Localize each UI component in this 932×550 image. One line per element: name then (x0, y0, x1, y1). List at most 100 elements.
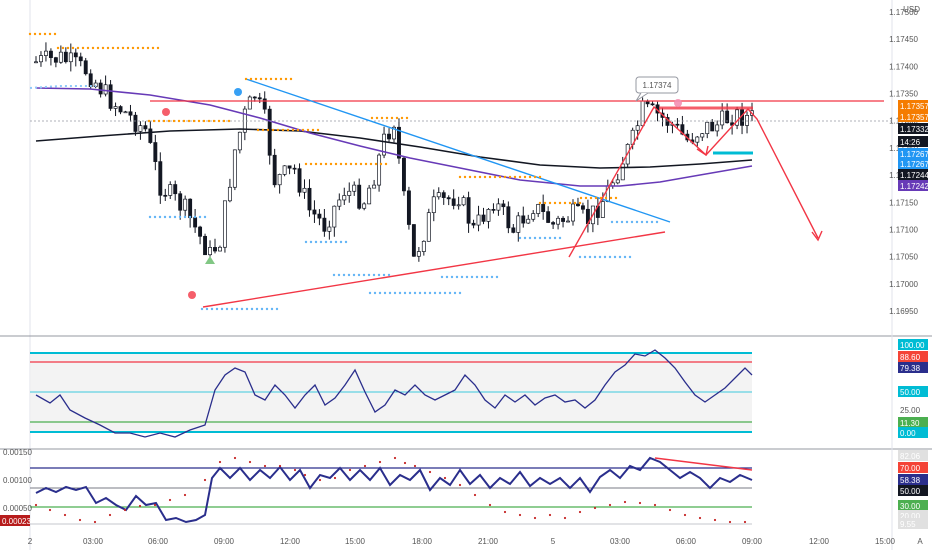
blue-fractal-dots (465, 275, 469, 279)
orange-fractal-dots (493, 175, 497, 179)
blue-fractal-dots (440, 275, 444, 279)
time-tick-label: 18:00 (412, 537, 433, 546)
tag-text: 70.00 (900, 464, 921, 473)
tag-text: 1.17242 (900, 182, 929, 191)
tag-bg (898, 111, 928, 122)
ema-black-line (35, 128, 753, 169)
candle-body (392, 126, 396, 140)
signal-dot (443, 476, 447, 480)
orange-fractal-dots (222, 119, 226, 123)
orange-fractal-dots (563, 201, 567, 205)
signal-dot (548, 513, 552, 517)
blue-fractal-dots (518, 236, 522, 240)
candle-body (218, 246, 222, 252)
blue-fractal-dots (588, 255, 592, 259)
rsi-panel[interactable] (30, 353, 752, 433)
orange-fractal-dots (538, 201, 542, 205)
orange-fractal-dots (197, 119, 201, 123)
candle-body (232, 149, 237, 188)
blue-fractal-dots (618, 255, 622, 259)
orange-fractal-dots (380, 116, 384, 120)
tag-bg (898, 510, 928, 521)
price-tick-label: 1.17500 (889, 8, 918, 17)
candle-body (222, 200, 227, 248)
signal-dot (63, 513, 67, 517)
candle-body (481, 214, 486, 222)
blue-fractal-dots (548, 236, 552, 240)
blue-fractal-dots (533, 236, 537, 240)
candle-body (257, 97, 262, 100)
rsi-tag: 11.30 (898, 417, 928, 428)
candle-body (541, 204, 546, 212)
orange-fractal-dots (364, 162, 368, 166)
orange-fractal-dots (212, 119, 216, 123)
candle-body (347, 190, 352, 196)
blue-fractal-dots (387, 273, 391, 277)
blue-fractal-dots (205, 307, 209, 311)
orange-fractal-dots (513, 175, 517, 179)
tag-text: 1.17267 (900, 160, 929, 169)
candle-body (267, 108, 272, 156)
candle-body (526, 218, 531, 224)
price-tag: 1.17332 (898, 123, 929, 134)
orange-fractal-dots (329, 162, 333, 166)
blue-fractal-dots (372, 273, 376, 277)
candle-body (203, 235, 208, 256)
signal-dot (363, 464, 367, 468)
time-axis[interactable]: 2 03:00 06:00 09:00 12:00 15:00 18:00 21:00 5 03:… (28, 537, 896, 546)
blue-fractal-dots (443, 291, 447, 295)
signal-dot (668, 508, 672, 512)
blue-fractal-dots (373, 291, 377, 295)
bottom-right-label: A (917, 537, 923, 546)
orange-fractal-dots (304, 162, 308, 166)
blue-fractal-dots (309, 240, 313, 244)
orange-fractal-dots (543, 201, 547, 205)
blue-fractal-dots (480, 275, 484, 279)
orange-fractal-dots (256, 128, 260, 132)
orange-fractal-dots (296, 128, 300, 132)
signal-dot (393, 456, 397, 460)
tag-bg (898, 158, 928, 169)
blue-fractal-dots (403, 291, 407, 295)
candle-body (377, 154, 382, 186)
ema-purple-line (35, 87, 753, 187)
lower-tag: 82.06 (898, 450, 928, 461)
lower-left-tag: 0.00023 (0, 515, 31, 526)
orange-fractal-dots (478, 175, 482, 179)
blue-fractal-dots (538, 236, 542, 240)
rsi-lines (30, 349, 753, 438)
blue-fractal-dots (615, 220, 619, 224)
candle-body (695, 136, 700, 143)
orange-fractal-dots (468, 175, 472, 179)
blue-fractal-dots (347, 273, 351, 277)
lower-tag: 70.00 (898, 462, 928, 473)
time-tick-label: 15:00 (875, 537, 896, 546)
signal-dot (458, 483, 462, 487)
blue-fractal-dots (640, 220, 644, 224)
lower-tag: 9.55 (898, 518, 928, 529)
blue-fractal-dots (460, 275, 464, 279)
orange-fractal-dots (594, 196, 598, 200)
tag-bg (898, 474, 928, 485)
orange-fractal-dots (91, 46, 95, 50)
signal-dot (518, 513, 522, 517)
orange-fractal-dots (227, 119, 231, 123)
blue-fractal-dots (623, 255, 627, 259)
signal-dot (78, 518, 82, 522)
time-tick-label: 06:00 (148, 537, 169, 546)
orange-fractal-dots (395, 116, 399, 120)
lower-tag: 50.00 (898, 485, 928, 496)
candle-body (287, 165, 292, 169)
candle-body (227, 186, 232, 202)
blue-fractal-dots (210, 307, 214, 311)
blue-fractal-dots (393, 291, 397, 295)
candle-body (635, 125, 640, 131)
orange-fractal-dots (162, 119, 166, 123)
price-tick-label: 1.17450 (889, 35, 918, 44)
tag-text: 82.06 (900, 452, 921, 461)
candle-body (48, 50, 53, 58)
candle-body (451, 198, 456, 206)
blue-fractal-dots (433, 291, 437, 295)
orange-fractal-dots (528, 175, 532, 179)
